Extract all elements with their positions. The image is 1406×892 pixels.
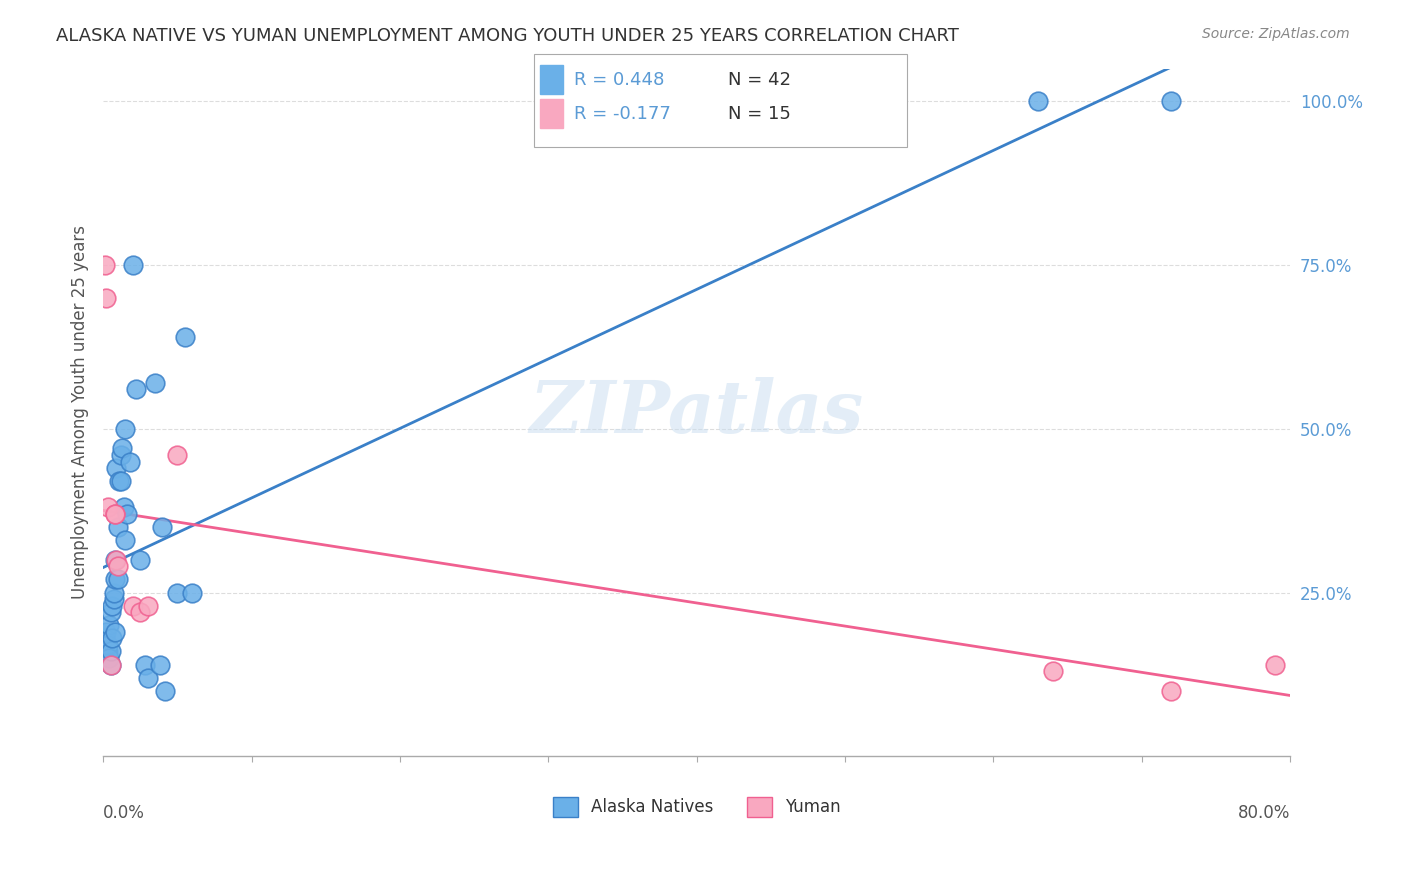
Point	[121, 599, 143, 613]
Text: ZIPatlas: ZIPatlas	[530, 377, 863, 448]
Point	[104, 507, 127, 521]
Text: R = 0.448: R = 0.448	[574, 70, 664, 88]
Point	[100, 644, 122, 658]
Point	[94, 624, 117, 639]
Point	[148, 657, 170, 672]
Point	[143, 376, 166, 390]
Point	[101, 599, 124, 613]
Point	[104, 507, 127, 521]
Text: N = 15: N = 15	[728, 104, 792, 122]
Point	[129, 553, 152, 567]
Point	[98, 651, 121, 665]
Point	[129, 605, 152, 619]
Text: 80.0%: 80.0%	[1237, 805, 1291, 822]
Text: 0.0%: 0.0%	[103, 805, 145, 822]
Point	[107, 559, 129, 574]
Point	[103, 585, 125, 599]
Point	[114, 422, 136, 436]
Point	[114, 533, 136, 548]
Point	[93, 632, 115, 646]
Point	[134, 657, 156, 672]
Point	[97, 500, 120, 515]
Point	[115, 507, 138, 521]
Point	[110, 474, 132, 488]
Point	[105, 553, 128, 567]
Point	[104, 624, 127, 639]
Y-axis label: Unemployment Among Youth under 25 years: Unemployment Among Youth under 25 years	[72, 226, 89, 599]
Point	[118, 454, 141, 468]
Point	[166, 585, 188, 599]
Point	[110, 448, 132, 462]
Text: ALASKA NATIVE VS YUMAN UNEMPLOYMENT AMONG YOUTH UNDER 25 YEARS CORRELATION CHART: ALASKA NATIVE VS YUMAN UNEMPLOYMENT AMON…	[56, 27, 959, 45]
Point	[107, 573, 129, 587]
Point	[104, 573, 127, 587]
Point	[97, 644, 120, 658]
Point	[121, 258, 143, 272]
Point	[104, 553, 127, 567]
Point	[101, 632, 124, 646]
Point	[1160, 95, 1182, 109]
Point	[1026, 95, 1049, 109]
Text: N = 42: N = 42	[728, 70, 792, 88]
Point	[94, 291, 117, 305]
Point	[152, 520, 174, 534]
Legend: Alaska Natives, Yuman: Alaska Natives, Yuman	[546, 790, 848, 823]
Point	[136, 671, 159, 685]
Point	[100, 657, 122, 672]
Point	[136, 599, 159, 613]
Point	[1160, 683, 1182, 698]
Point	[155, 683, 177, 698]
Point	[105, 461, 128, 475]
Point	[125, 383, 148, 397]
Point	[98, 618, 121, 632]
Point	[100, 605, 122, 619]
Point	[103, 592, 125, 607]
Point	[97, 638, 120, 652]
Point	[100, 657, 122, 672]
Point	[181, 585, 204, 599]
Point	[1264, 657, 1286, 672]
Point	[93, 258, 115, 272]
Point	[111, 442, 134, 456]
Point	[108, 474, 131, 488]
Point	[107, 520, 129, 534]
Point	[166, 448, 188, 462]
Point	[173, 330, 195, 344]
Text: Source: ZipAtlas.com: Source: ZipAtlas.com	[1202, 27, 1350, 41]
Text: R = -0.177: R = -0.177	[574, 104, 671, 122]
Point	[1042, 664, 1064, 678]
Point	[112, 500, 135, 515]
